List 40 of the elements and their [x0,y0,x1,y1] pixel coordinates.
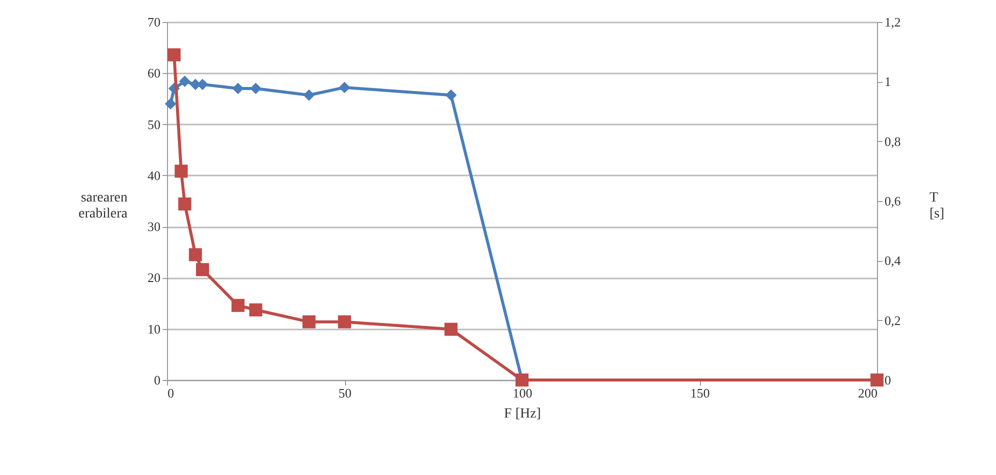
x-tick-label: 200 [858,386,878,400]
y2-tick-label: 1 [884,74,891,90]
y2-tick-label: 0,6 [884,194,902,208]
point [445,89,457,101]
x-tick-label: 150 [690,386,710,400]
x-axis-title: F [Hz] [504,406,541,422]
point [232,82,244,94]
point [444,322,458,336]
y-tick-label: 30 [148,219,160,234]
point [174,164,188,178]
y-tick-label: 20 [148,270,160,286]
point [338,82,350,94]
point [196,263,210,276]
point [231,298,245,312]
point [249,303,262,316]
x-tick-label: 50 [338,386,352,400]
point [188,248,202,262]
point [338,315,352,328]
y-axis-title: sarearen erabilera [78,190,128,222]
x-tick-label: 100 [512,386,532,400]
point [302,315,316,328]
y-tick-label: 0 [154,372,160,388]
y2-tick-label: 0,8 [884,134,901,149]
y-tick-label: 70 [148,14,160,30]
y-tick-label: 60 [148,66,160,81]
x-tick-label: 0 [168,386,174,400]
point [178,197,192,210]
point [303,89,315,101]
point [250,82,262,94]
y-tick-label: 40 [148,168,160,183]
point [164,98,176,110]
y2-tick-label: 0,4 [884,253,902,268]
y2-tick-label: 1,2 [884,14,901,30]
y-tick-label: 10 [148,321,160,336]
y-tick-label: 50 [148,116,160,132]
point [168,48,181,62]
y2-tick-label: 0 [884,372,891,388]
point [179,76,190,88]
y2-tick-label: 0,2 [884,312,901,328]
y2-axis-title: T [s] [930,190,944,222]
